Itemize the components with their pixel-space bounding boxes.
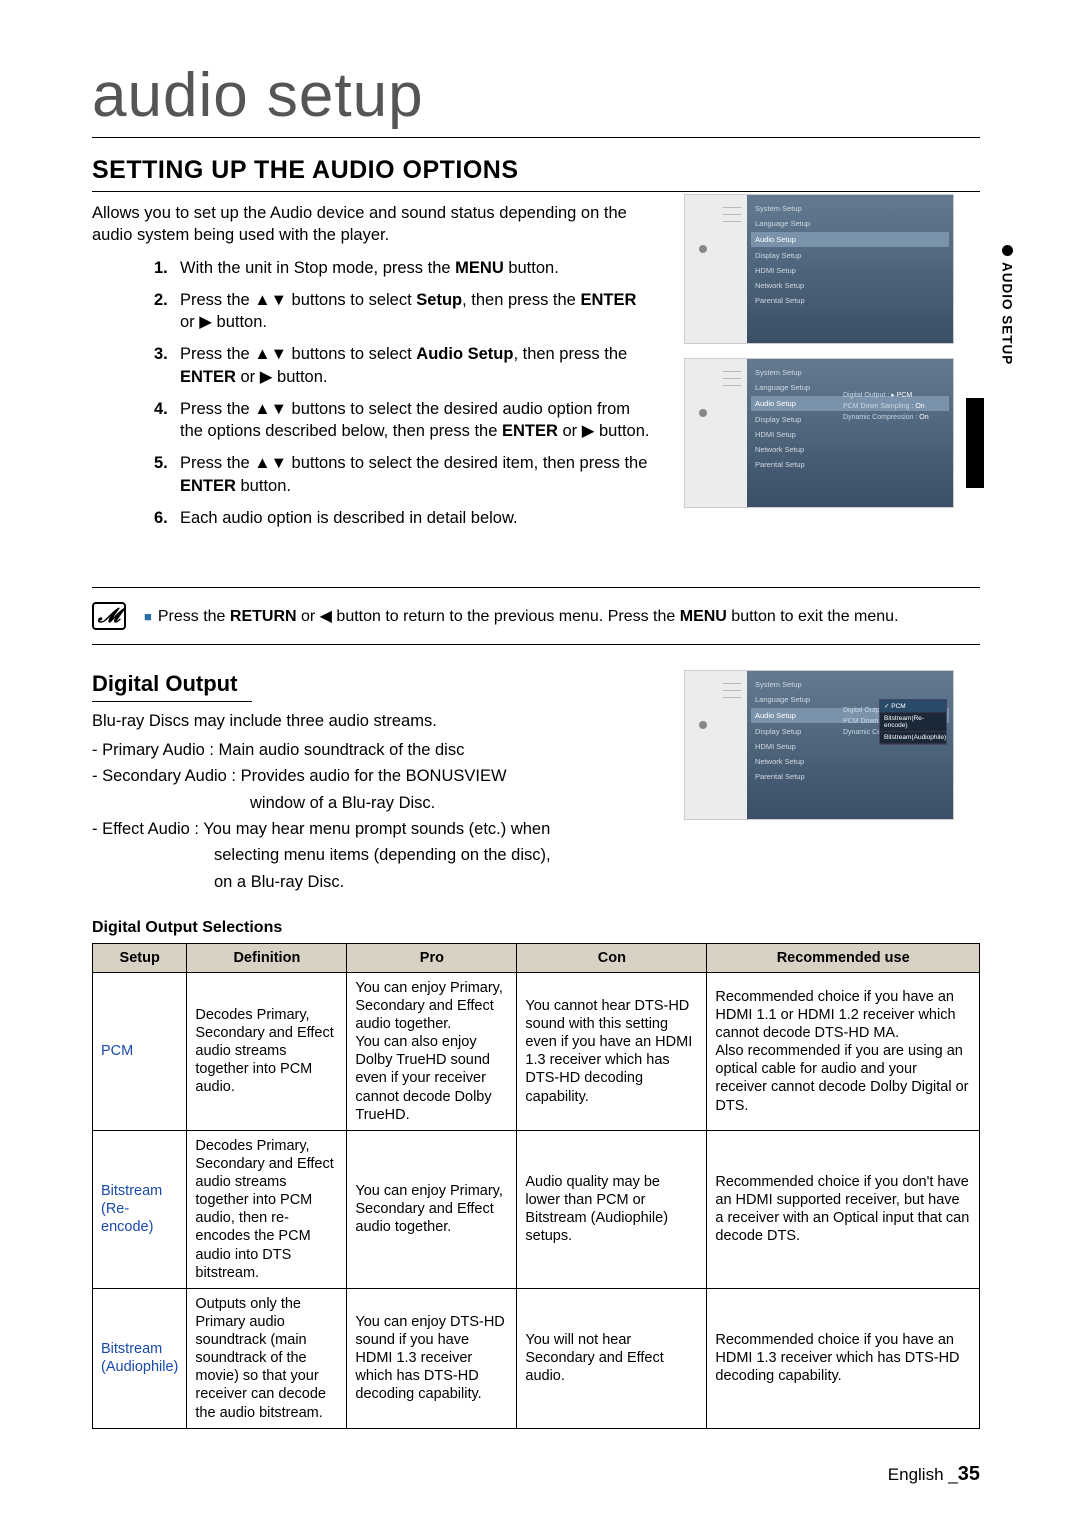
ss3-menu: System SetupLanguage SetupAudio SetupDis… xyxy=(747,671,953,819)
note-content: Press the RETURN or ◀ button to return t… xyxy=(158,608,899,625)
table-header: Setup xyxy=(93,943,187,972)
ss-menu-item: Audio Setup xyxy=(751,232,949,247)
side-tab-label: AUDIO SETUP xyxy=(1000,262,1015,365)
table-cell: Recommended choice if you have an HDMI 1… xyxy=(707,1288,980,1428)
table-cell: Bitstream (Audiophile) xyxy=(93,1288,187,1428)
dash-item-cont: window of a Blu-ray Disc. xyxy=(92,792,642,814)
steps-list: 1.With the unit in Stop mode, press the … xyxy=(180,257,650,530)
table-row: PCMDecodes Primary, Secondary and Effect… xyxy=(93,972,980,1130)
screenshot-setup-menu: System SetupLanguage SetupAudio SetupDis… xyxy=(684,194,954,344)
ss-menu-item: System Setup xyxy=(755,201,945,216)
ss-menu-item: Network Setup xyxy=(755,754,945,769)
side-tab: AUDIO SETUP xyxy=(992,245,1022,365)
table-cell: You will not hear Secondary and Effect a… xyxy=(517,1288,707,1428)
step-item: 5.Press the ▲▼ buttons to select the des… xyxy=(180,452,650,497)
ss-menu-item: Parental Setup xyxy=(755,457,945,472)
ss3-popup: ✓ PCMBitstream(Re-encode)Bitstream(Audio… xyxy=(879,699,947,745)
ss-menu-item: System Setup xyxy=(755,677,945,692)
table-header: Recommended use xyxy=(707,943,980,972)
step-item: 4.Press the ▲▼ buttons to select the des… xyxy=(180,398,650,443)
dash-list: - Primary Audio : Main audio soundtrack … xyxy=(92,739,642,893)
table-cell: Audio quality may be lower than PCM or B… xyxy=(517,1130,707,1288)
ss-menu-item: Network Setup xyxy=(755,442,945,457)
ss-menu-item: HDMI Setup xyxy=(755,263,945,278)
ss-sub-row: Dynamic Compression : On xyxy=(843,412,929,423)
table-cell: You can enjoy Primary, Secondary and Eff… xyxy=(347,972,517,1130)
table-header: Pro xyxy=(347,943,517,972)
screenshot-audio-options: System SetupLanguage SetupAudio SetupDis… xyxy=(684,358,954,508)
ss-menu-item: System Setup xyxy=(755,365,945,380)
ss1-menu: System SetupLanguage SetupAudio SetupDis… xyxy=(747,195,953,343)
step-item: 3.Press the ▲▼ buttons to select Audio S… xyxy=(180,343,650,388)
table-cell: PCM xyxy=(93,972,187,1130)
table-cell: Recommended choice if you don't have an … xyxy=(707,1130,980,1288)
dash-item: - Primary Audio : Main audio soundtrack … xyxy=(92,739,642,761)
dash-item-cont: selecting menu items (depending on the d… xyxy=(92,844,642,866)
ss-menu-item: Parental Setup xyxy=(755,293,945,308)
ss-menu-item: Display Setup xyxy=(755,248,945,263)
ss-menu-item: Parental Setup xyxy=(755,769,945,784)
table-cell: Decodes Primary, Secondary and Effect au… xyxy=(187,1130,347,1288)
note-icon: 𝓜 xyxy=(92,602,126,630)
table-cell: Outputs only the Primary audio soundtrac… xyxy=(187,1288,347,1428)
ss2-submenu: Digital Output : ▸ PCMPCM Down Sampling … xyxy=(843,389,929,423)
ss-sub-row: PCM Down Sampling : On xyxy=(843,401,929,412)
table-row: Bitstream (Audiophile)Outputs only the P… xyxy=(93,1288,980,1428)
page-footer: English _35 xyxy=(888,1463,980,1486)
popup-option: ✓ PCM xyxy=(880,700,946,713)
step-item: 6.Each audio option is described in deta… xyxy=(180,507,650,529)
table-cell: You cannot hear DTS-HD sound with this s… xyxy=(517,972,707,1130)
subsection-title: Digital Output xyxy=(92,671,252,702)
popup-option: Bitstream(Re-encode) xyxy=(880,713,946,732)
ss-sub-row: Digital Output : ▸ PCM xyxy=(843,389,929,401)
note-box: 𝓜 ■Press the RETURN or ◀ button to retur… xyxy=(92,587,980,645)
section-title: SETTING UP THE AUDIO OPTIONS xyxy=(92,156,980,192)
table-cell: You can enjoy Primary, Secondary and Eff… xyxy=(347,1130,517,1288)
table-header: Con xyxy=(517,943,707,972)
table-cell: You can enjoy DTS-HD sound if you have H… xyxy=(347,1288,517,1428)
ss2-menu: System SetupLanguage SetupAudio SetupDis… xyxy=(747,359,953,507)
ss-menu-item: Language Setup xyxy=(755,216,945,231)
table-title: Digital Output Selections xyxy=(92,919,980,937)
ss-menu-item: Network Setup xyxy=(755,278,945,293)
note-text: ■Press the RETURN or ◀ button to return … xyxy=(144,606,899,626)
thumb-index xyxy=(966,398,984,488)
dash-item: - Effect Audio : You may hear menu promp… xyxy=(92,818,642,840)
page-title: audio setup xyxy=(92,60,980,138)
table-header: Definition xyxy=(187,943,347,972)
dash-item-cont: on a Blu-ray Disc. xyxy=(92,871,642,893)
intro-text: Allows you to set up the Audio device an… xyxy=(92,202,632,247)
table-cell: Decodes Primary, Secondary and Effect au… xyxy=(187,972,347,1130)
step-item: 1.With the unit in Stop mode, press the … xyxy=(180,257,650,279)
table-cell: Recommended choice if you have an HDMI 1… xyxy=(707,972,980,1130)
bullet-icon xyxy=(1002,245,1013,256)
ss-menu-item: HDMI Setup xyxy=(755,427,945,442)
screenshot-digital-output: System SetupLanguage SetupAudio SetupDis… xyxy=(684,670,954,820)
table-header-row: SetupDefinitionProConRecommended use xyxy=(93,943,980,972)
table-cell: Bitstream (Re-encode) xyxy=(93,1130,187,1288)
table-body: PCMDecodes Primary, Secondary and Effect… xyxy=(93,972,980,1428)
step-item: 2.Press the ▲▼ buttons to select Setup, … xyxy=(180,289,650,334)
selections-table: SetupDefinitionProConRecommended use PCM… xyxy=(92,943,980,1429)
dash-item: - Secondary Audio : Provides audio for t… xyxy=(92,765,642,787)
table-row: Bitstream (Re-encode)Decodes Primary, Se… xyxy=(93,1130,980,1288)
popup-option: Bitstream(Audiophile) xyxy=(880,732,946,744)
